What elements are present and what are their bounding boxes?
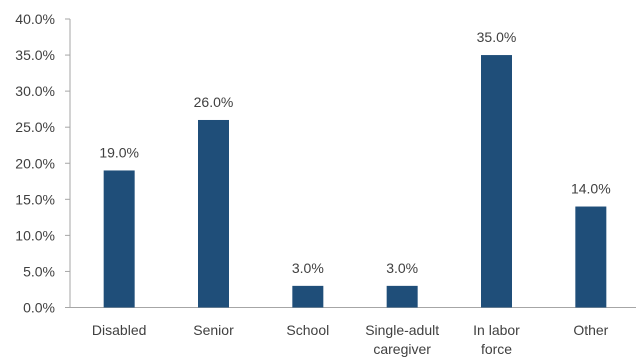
- bar-data-label: 3.0%: [386, 260, 418, 276]
- x-category-label-line: Senior: [193, 322, 234, 338]
- y-tick-label: 0.0%: [23, 300, 55, 316]
- y-tick-label: 35.0%: [15, 47, 55, 63]
- x-category-label: Disabled: [92, 322, 146, 338]
- y-tick-label: 40.0%: [15, 11, 55, 27]
- bar: [386, 285, 418, 308]
- x-category-label: School: [286, 322, 329, 338]
- y-tick-label: 25.0%: [15, 119, 55, 135]
- bar-data-label: 26.0%: [194, 94, 234, 110]
- x-category-label: Other: [573, 322, 608, 338]
- x-category-label: Senior: [193, 322, 234, 338]
- x-category-label: Single-adult caregiver: [365, 322, 439, 357]
- bar: [198, 119, 229, 308]
- x-category-label-line: In labor: [473, 322, 520, 338]
- y-tick-label: 15.0%: [15, 191, 55, 207]
- bar: [292, 285, 324, 308]
- x-category-label: In labor force: [473, 322, 520, 357]
- bar-data-label: 14.0%: [571, 181, 611, 197]
- x-category-label-line: School: [286, 322, 329, 338]
- x-category-label-line: Other: [573, 322, 608, 338]
- y-tick-label: 30.0%: [15, 83, 55, 99]
- bar: [575, 206, 607, 308]
- bar-data-label: 35.0%: [477, 29, 517, 45]
- x-category-label-line: Single-adult: [365, 322, 439, 338]
- bar: [481, 55, 512, 308]
- y-tick-label: 10.0%: [15, 227, 55, 243]
- y-tick-label: 5.0%: [23, 263, 55, 279]
- bar: [103, 170, 135, 308]
- bar-data-label: 3.0%: [292, 260, 324, 276]
- y-tick-label: 20.0%: [15, 155, 55, 171]
- x-category-label-line: Disabled: [92, 322, 146, 338]
- x-category-label-line: force: [481, 341, 512, 357]
- x-category-label-line: caregiver: [373, 341, 431, 357]
- bar-data-label: 19.0%: [99, 144, 139, 160]
